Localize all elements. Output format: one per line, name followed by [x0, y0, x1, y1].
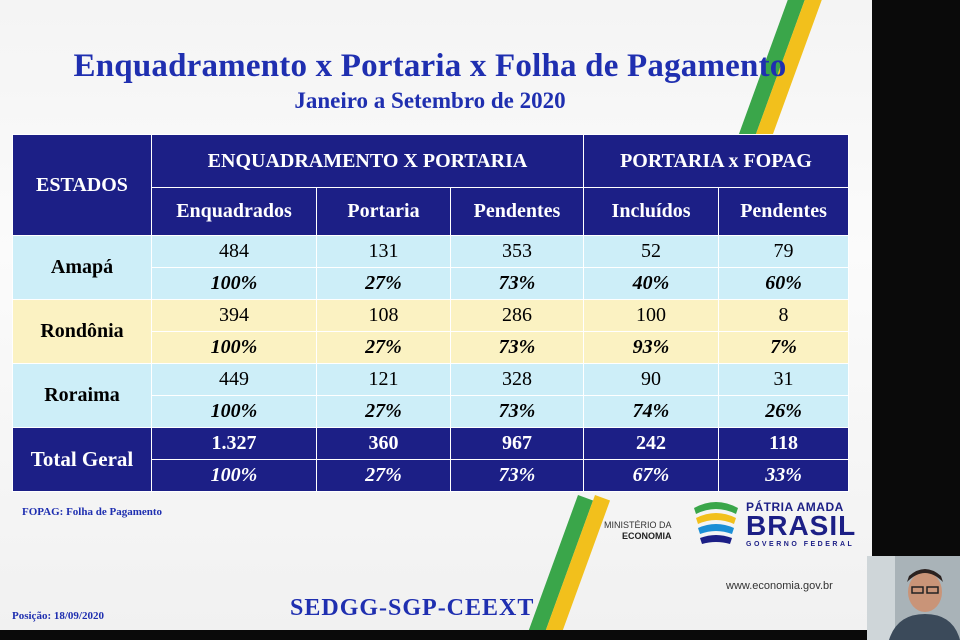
state-name: Amapá: [12, 235, 152, 300]
group-header-enquadramento: ENQUADRAMENTO X PORTARIA: [150, 134, 585, 188]
total-value: 118: [718, 427, 850, 460]
cell-value: 131: [316, 235, 451, 268]
footnote: FOPAG: Folha de Pagamento: [22, 506, 163, 518]
website-url: www.economia.gov.br: [726, 580, 833, 592]
total-percent: 73%: [449, 459, 585, 492]
cell-value: 31: [718, 363, 850, 396]
total-value: 967: [449, 427, 585, 460]
cell-value: 121: [316, 363, 451, 396]
group-header-fopag: PORTARIA x FOPAG: [583, 134, 850, 188]
cell-value: 52: [583, 235, 720, 268]
table-row: Amapá 484 131 353 52 79: [12, 235, 850, 300]
cell-percent: 7%: [718, 331, 850, 364]
state-name: Rondônia: [12, 299, 152, 364]
data-table: ESTADOS ENQUADRAMENTO X PORTARIA PORTARI…: [12, 134, 850, 492]
total-label: Total Geral: [12, 427, 152, 492]
cell-value: 394: [151, 299, 317, 332]
cell-percent: 74%: [583, 395, 720, 428]
cell-value: 449: [151, 363, 317, 396]
total-value: 1.327: [151, 427, 317, 460]
cell-percent: 100%: [151, 395, 317, 428]
cell-value: 8: [718, 299, 850, 332]
state-name: Roraima: [12, 363, 152, 428]
table-row: 100% 27% 73% 93% 7%: [13, 331, 850, 364]
total-percent: 33%: [718, 459, 850, 492]
states-header: ESTADOS: [12, 134, 152, 236]
table-header-row: ESTADOS ENQUADRAMENTO X PORTARIA PORTARI…: [12, 134, 850, 236]
brasil-flag-logo-icon: [694, 502, 738, 544]
cell-percent: 60%: [718, 267, 850, 300]
ministry-label: MINISTÉRIO DA ECONOMIA: [604, 520, 672, 542]
column-header: Pendentes: [449, 187, 585, 236]
cell-value: 328: [449, 363, 585, 396]
page-subtitle: Janeiro a Setembro de 2020: [294, 88, 566, 113]
cell-value: 79: [718, 235, 850, 268]
table-row: 100% 27% 73% 40% 60%: [13, 267, 850, 300]
cell-percent: 27%: [316, 331, 451, 364]
ministry-line1: MINISTÉRIO DA: [604, 520, 672, 530]
total-percent: 27%: [316, 459, 451, 492]
total-row: Total Geral 1.327 360 967 242 118: [12, 427, 850, 492]
column-header: Pendentes: [718, 187, 850, 236]
participant-video[interactable]: [867, 556, 960, 640]
cell-value: 100: [583, 299, 720, 332]
total-value: 242: [583, 427, 720, 460]
cell-percent: 100%: [151, 331, 317, 364]
column-header: Enquadrados: [151, 187, 317, 236]
total-percent: 67%: [583, 459, 720, 492]
table-subheader-row: Enquadrados Portaria Pendentes Incluídos…: [13, 187, 850, 236]
table-row: 100% 27% 73% 74% 26%: [13, 395, 850, 428]
cell-value: 353: [449, 235, 585, 268]
column-header: Incluídos: [583, 187, 720, 236]
cell-percent: 27%: [316, 395, 451, 428]
ministry-line2: ECONOMIA: [622, 531, 672, 541]
cell-percent: 73%: [449, 267, 585, 300]
logo-main-text: BRASIL: [746, 510, 857, 541]
cell-value: 286: [449, 299, 585, 332]
table-row: Rondônia 394 108 286 100 8: [12, 299, 850, 364]
total-value: 360: [316, 427, 451, 460]
presentation-slide: Enquadramento x Portaria x Folha de Paga…: [0, 0, 872, 630]
logo-top-text: PÁTRIA AMADA: [746, 500, 844, 514]
webcam-person-icon: [867, 556, 960, 640]
department-code: SEDGG-SGP-CEEXT: [290, 595, 535, 621]
cell-percent: 93%: [583, 331, 720, 364]
position-date: Posição: 18/09/2020: [12, 610, 104, 622]
cell-value: 484: [151, 235, 317, 268]
page-title: Enquadramento x Portaria x Folha de Paga…: [73, 48, 787, 84]
table-row: Roraima 449 121 328 90 31: [12, 363, 850, 428]
cell-percent: 73%: [449, 395, 585, 428]
cell-value: 108: [316, 299, 451, 332]
logo-sub-text: GOVERNO FEDERAL: [746, 541, 855, 548]
total-percent: 100%: [151, 459, 317, 492]
column-header: Portaria: [316, 187, 451, 236]
cell-percent: 73%: [449, 331, 585, 364]
total-row: 100% 27% 73% 67% 33%: [13, 459, 850, 492]
cell-percent: 40%: [583, 267, 720, 300]
cell-value: 90: [583, 363, 720, 396]
cell-percent: 100%: [151, 267, 317, 300]
cell-percent: 26%: [718, 395, 850, 428]
cell-percent: 27%: [316, 267, 451, 300]
